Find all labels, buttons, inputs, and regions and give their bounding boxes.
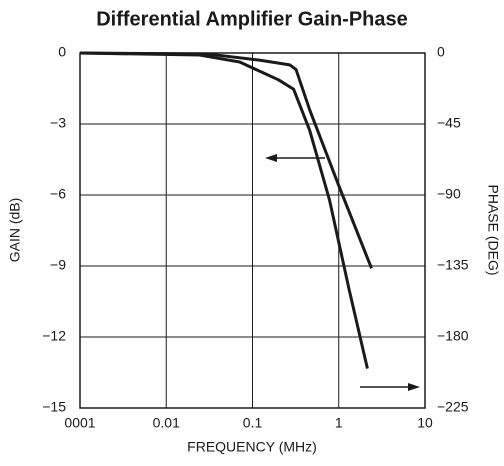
y-tick-label: 0 [58,44,66,60]
y2-tick-label: 0 [437,44,445,60]
arrow-head [408,383,420,391]
y-tick-label: −15 [42,399,66,415]
y-tick-label: −3 [50,115,66,131]
x-tick-label: 0.1 [243,415,263,431]
y2-tick-label: −90 [437,186,461,202]
y-tick-label: −12 [42,328,66,344]
x-tick-label: 1 [335,415,343,431]
chart-title: Differential Amplifier Gain-Phase [96,8,408,30]
x-tick-label: 0.01 [153,415,180,431]
series-line [79,51,373,269]
plot-frame [79,52,426,409]
annotation-arrows [265,154,420,391]
series-line [79,51,369,369]
y2-axis-label: PHASE (DEG) [485,184,501,275]
arrow-head [265,154,277,162]
x-axis-label: FREQUENCY (MHz) [187,439,317,455]
y2-tick-label: −180 [437,328,469,344]
y2-tick-label: −135 [437,257,469,273]
y-tick-label: −9 [50,257,66,273]
y-tick-label: −6 [50,186,66,202]
y2-tick-label: −45 [437,115,461,131]
y2-tick-label: −225 [437,399,469,415]
y-axis-label: GAIN (dB) [7,198,23,263]
x-tick-label: 0001 [64,415,95,431]
x-tick-label: 10 [417,415,433,431]
